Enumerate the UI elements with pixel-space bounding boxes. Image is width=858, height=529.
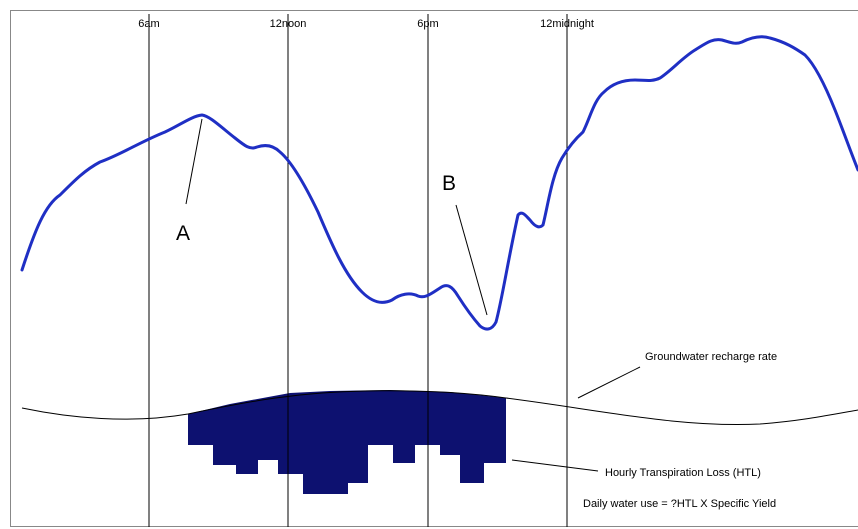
frame-border: [10, 10, 858, 527]
leader-line-b: [455, 204, 488, 316]
leader-line-recharge: [577, 366, 641, 399]
htl-area: [188, 390, 506, 494]
time-label-6am: 6am: [138, 18, 159, 30]
leader-line-htl: [511, 459, 599, 472]
marker-b-label: B: [442, 172, 456, 195]
leader-line-a: [185, 118, 203, 205]
htl-label: Hourly Transpiration Loss (HTL): [605, 467, 761, 479]
daily-water-use-label: Daily water use = ?HTL X Specific Yield: [583, 498, 776, 510]
time-label-6pm: 6pm: [417, 18, 438, 30]
recharge-rate-curve: [21, 390, 858, 426]
marker-a-label: A: [176, 222, 190, 245]
time-label-12noon: 12noon: [270, 18, 307, 30]
time-label-12midnight: 12midnight: [540, 18, 594, 30]
water-table-curve: [20, 35, 858, 331]
recharge-rate-label: Groundwater recharge rate: [645, 351, 777, 363]
